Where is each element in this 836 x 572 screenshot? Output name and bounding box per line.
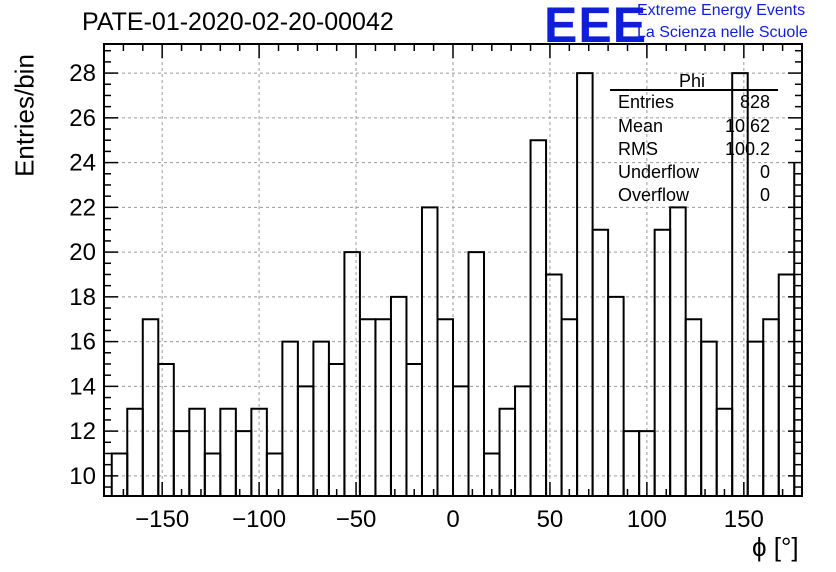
stats-value: 828	[739, 92, 770, 112]
logo-tagline-1: Extreme Energy Events	[637, 2, 806, 19]
x-tick-label: −150	[135, 506, 189, 533]
histogram-bar	[389, 295, 408, 496]
histogram-bar	[203, 452, 222, 496]
y-tick-labels: 10 12 14 16 18 20 22 24 26 28	[69, 60, 96, 490]
histogram-bar	[172, 430, 191, 496]
histogram-bar	[157, 362, 175, 496]
histogram-bar	[281, 340, 299, 496]
histogram-bar	[560, 318, 579, 496]
axis-ticks	[104, 44, 802, 496]
histogram-bar	[312, 340, 330, 496]
histogram-bar	[545, 273, 563, 496]
histogram-bar	[405, 362, 423, 496]
histogram-bar	[343, 251, 361, 496]
histogram-bar	[110, 452, 129, 496]
histogram-bar	[576, 72, 594, 496]
stats-row-overflow: Overflow 0	[618, 185, 770, 206]
stats-label: Overflow	[618, 185, 690, 205]
histogram-bar	[731, 72, 749, 496]
y-axis-label: Entries/bin	[9, 54, 40, 177]
histogram-bar	[219, 407, 237, 496]
y-tick-label: 16	[69, 329, 96, 356]
histogram-bar	[452, 385, 470, 496]
histogram-bar	[126, 407, 144, 496]
histogram-bar	[762, 318, 780, 496]
histogram-bar	[296, 385, 315, 496]
histogram-bar	[234, 430, 253, 496]
histogram-bar	[622, 430, 641, 496]
x-tick-label: 50	[537, 506, 564, 533]
x-tick-label: 0	[446, 506, 459, 533]
histogram-bar	[529, 139, 548, 496]
x-tick-label: −50	[336, 506, 377, 533]
y-tick-label: 28	[69, 60, 96, 87]
x-tick-labels: −150 −100 −50 0 50 100 150	[135, 506, 764, 533]
stats-value: 100.2	[724, 139, 770, 159]
stats-label: Mean	[618, 116, 664, 136]
x-tick-label: −100	[232, 506, 286, 533]
histogram-bar	[607, 295, 625, 496]
stats-row-rms: RMS 100.2	[618, 139, 770, 160]
histogram-bar	[700, 340, 718, 496]
histogram-bar	[358, 318, 377, 496]
x-tick-label: 150	[724, 506, 764, 533]
x-tick-label: 100	[627, 506, 667, 533]
histogram-bar	[746, 340, 765, 496]
histogram-bar	[514, 385, 532, 496]
y-tick-label: 20	[69, 239, 96, 266]
stats-title: Phi	[679, 71, 706, 91]
histogram-bar	[188, 407, 206, 496]
histogram-bar	[374, 318, 392, 496]
y-tick-label: 18	[69, 284, 96, 311]
histogram-bar	[467, 251, 486, 496]
stats-label: Underflow	[618, 162, 700, 182]
y-tick-label: 14	[69, 373, 96, 400]
histogram-bar	[265, 452, 284, 496]
x-axis-label: ϕ [°]	[752, 532, 799, 562]
y-tick-label: 22	[69, 194, 96, 221]
stats-value: 10.62	[724, 116, 770, 136]
histogram-bar	[141, 318, 160, 496]
histogram-bar	[591, 228, 610, 496]
stats-row-underflow: Underflow 0	[618, 162, 770, 183]
logo-tagline-2: La Scienza nelle Scuole	[637, 24, 808, 41]
histogram-bar	[327, 362, 346, 496]
histogram-bars	[110, 72, 796, 496]
y-tick-label: 26	[69, 105, 96, 132]
histogram-bar	[777, 273, 796, 496]
stats-row-mean: Mean 10.62	[618, 116, 770, 137]
histogram-bar	[684, 318, 703, 496]
histogram-bar	[715, 407, 734, 496]
histogram-bar	[498, 407, 517, 496]
stats-label: RMS	[618, 139, 658, 159]
y-tick-label: 10	[69, 463, 96, 490]
eee-logo: EEE	[544, 0, 648, 53]
y-tick-label: 24	[69, 150, 96, 177]
stats-value: 0	[759, 162, 770, 182]
chart-title: PATE-01-2020-02-20-00042	[82, 8, 394, 36]
stats-row-entries: Entries 828	[618, 92, 770, 113]
stats-value: 0	[759, 185, 770, 205]
histogram-bar	[420, 206, 439, 496]
histogram-bar	[436, 318, 454, 496]
histogram-bar	[653, 228, 672, 496]
histogram-bar	[669, 206, 687, 496]
stats-label: Entries	[618, 92, 675, 112]
histogram-bar	[250, 407, 268, 496]
y-tick-label: 12	[69, 418, 96, 445]
